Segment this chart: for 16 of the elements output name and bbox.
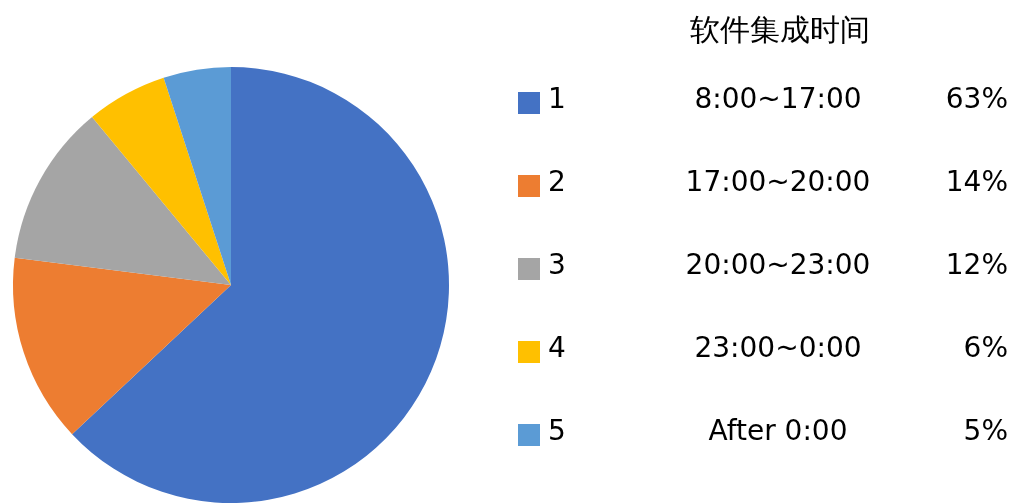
text: After 0:00 [707,414,849,447]
text: 8:00~17:00 [693,82,863,115]
data-label: 14% [945,165,1008,198]
legend-label: 5 [548,414,566,447]
text: 17:00~20:00 [684,165,872,198]
legend-label: 2 [548,165,566,198]
data-label: 63% [945,82,1008,115]
chart-title: 软件集成时间 [689,11,871,49]
legend-label: 1 [548,82,566,115]
data-label: 5% [963,414,1008,447]
data-label: 6% [963,331,1008,364]
legend-label: 3 [548,248,566,281]
text: 20:00~23:00 [684,248,872,281]
legend-label: 4 [548,331,566,364]
data-label: 12% [945,248,1008,281]
text: 23:00~0:00 [693,331,863,364]
